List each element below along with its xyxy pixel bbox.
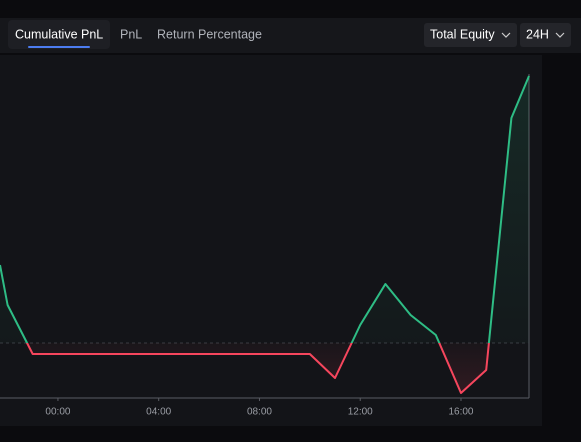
tab[interactable]: PnL	[120, 27, 142, 41]
range-label: 24H	[526, 27, 549, 41]
chevron	[501, 32, 511, 38]
x-tick-label: 04:00	[146, 407, 171, 418]
tab-underline	[28, 46, 90, 48]
metric-label: Total Equity	[430, 27, 495, 41]
x-tick-label: 16:00	[448, 407, 473, 418]
x-tick-label: 12:00	[348, 407, 373, 418]
active-tab-bg	[8, 20, 110, 49]
metric-dropdown[interactable]	[424, 23, 517, 47]
tab[interactable]: Cumulative PnL	[15, 27, 103, 41]
pnl-area	[0, 76, 529, 393]
pnl-line	[0, 75, 530, 394]
chevron	[555, 32, 565, 38]
range-dropdown[interactable]	[520, 23, 571, 47]
tab[interactable]: Return Percentage	[157, 27, 262, 41]
plot: 00:00 04:00 08:00 12:00 16:00	[0, 74, 530, 418]
x-tick-label: 08:00	[247, 407, 272, 418]
x-tick-label: 00:00	[45, 407, 70, 418]
